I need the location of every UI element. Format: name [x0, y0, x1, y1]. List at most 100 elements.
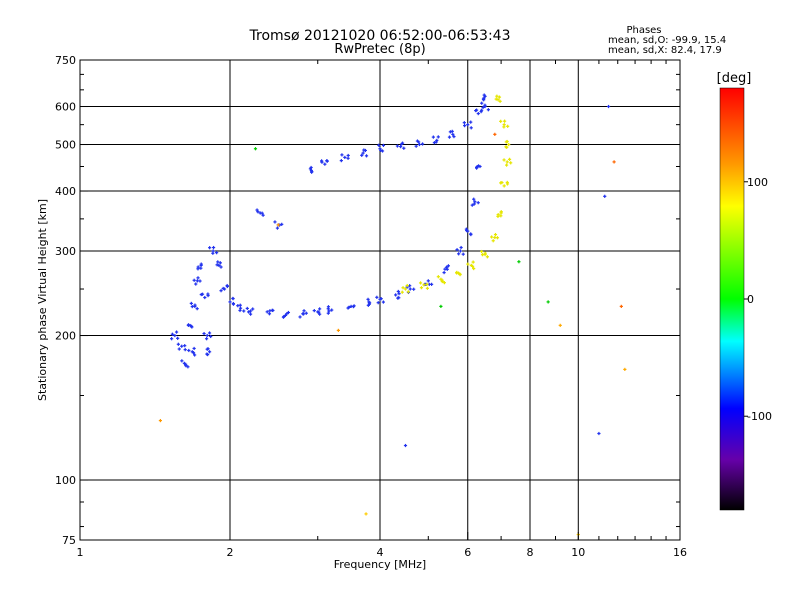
data-point-s0-33-c2 [483, 103, 487, 107]
data-point-s0-12-c2 [215, 263, 219, 267]
data-point-s0-19-c0 [304, 311, 308, 315]
data-point-s0-9-c0 [207, 331, 212, 335]
data-point-s0-0-c2 [176, 336, 180, 340]
y-tick-label-400: 400 [55, 185, 76, 198]
data-point-s0-47-c3 [481, 97, 486, 101]
data-point-s0-29-c2 [457, 252, 461, 256]
data-point-s0-8-c2 [206, 292, 210, 296]
data-point-s0-4-c3 [193, 353, 197, 357]
data-point-s0-42 [417, 142, 422, 147]
colorbar-tick-label-100: 100 [747, 176, 768, 189]
data-point-s0-39-c2 [363, 148, 368, 153]
data-point-s0-17 [267, 312, 272, 316]
data-point-s1-11-c1 [502, 125, 506, 129]
data-point-s0-38-c3 [346, 156, 350, 160]
data-point-s1-5-c1 [483, 251, 487, 255]
data-point-s0-24-c1 [379, 297, 383, 301]
data-point-s0-28-c0 [442, 270, 446, 275]
data-point-s1-9-c0 [507, 157, 512, 161]
scatter-point-1 [253, 147, 258, 151]
data-point-s0-13-c1 [225, 284, 229, 289]
data-point-s0-46 [476, 111, 480, 116]
data-point-s0-18-c0 [286, 310, 291, 315]
data-point-s1-9-c3 [509, 161, 513, 165]
data-point-s0-2-c3 [180, 359, 184, 363]
data-point-s1-12-c3 [498, 99, 502, 103]
data-point-s0-43-c1 [432, 141, 436, 145]
data-point-s1-7-c3 [499, 214, 503, 218]
data-point-s0-27 [426, 279, 430, 283]
data-point-s0-8 [203, 295, 207, 300]
data-point-s0-6-c2 [196, 276, 200, 280]
chart-title: Tromsø 20121020 06:52:00-06:53:43 [249, 28, 511, 44]
data-point-s0-0-c3 [170, 332, 174, 336]
data-point-s0-31-c2 [476, 201, 480, 205]
data-point-s1-9-c2 [504, 163, 509, 167]
data-point-s0-16-c0 [245, 306, 249, 311]
data-point-s0-39-c1 [364, 154, 369, 158]
data-point-s0-44-c3 [452, 134, 456, 139]
data-point-s0-9-c2 [204, 337, 209, 341]
data-point-s1-9-c1 [502, 158, 506, 162]
data-point-s0-16 [249, 309, 253, 313]
colorbar-ticks: 100 0 -100 [744, 176, 772, 423]
data-point-s0-46-c3 [480, 108, 484, 112]
data-point-s0-30-c3 [469, 232, 473, 237]
data-point-s1-10-c2 [504, 140, 508, 144]
data-point-s0-37-c3 [319, 159, 324, 163]
data-point-s0-33-c0 [481, 105, 485, 110]
tick-layer: 1 2 4 6 8 10 16 75 100 200 300 400 500 600 750 [55, 54, 687, 559]
data-point-s1-11-c0 [499, 119, 503, 123]
data-point-s1-6-c2 [493, 232, 498, 237]
data-point-s0-35-c1 [275, 226, 280, 230]
data-point-s0-22-c3 [352, 304, 356, 308]
data-point-s0-40-c3 [377, 143, 381, 147]
data-point-s0-0-c1 [174, 330, 179, 334]
data-point-s0-29-c3 [455, 248, 459, 252]
data-point-s0-6-c1 [194, 282, 198, 286]
data-point-s0-44-c2 [448, 130, 452, 134]
data-point-s0-31-c0 [472, 202, 476, 206]
data-point-s0-8-c3 [200, 292, 205, 296]
data-point-s1-3-c3 [455, 270, 459, 275]
data-point-s0-34-c2 [261, 213, 265, 217]
data-point-s0-44-c1 [447, 135, 452, 139]
data-point-s0-22-c1 [347, 305, 351, 309]
data-point-s1-4-c1 [471, 260, 475, 264]
colorbar-tick-label-0: 0 [747, 293, 754, 306]
data-point-s0-10-c3 [205, 352, 209, 356]
data-point-s0-6-c0 [192, 278, 196, 282]
data-point-s0-5-c3 [189, 301, 193, 306]
data-point-s0-28-c1 [445, 267, 449, 271]
scatter-point-17 [364, 512, 368, 516]
data-point-s0-28-c3 [444, 265, 449, 269]
y-axis-label: Stationary phase Virtual Height [km] [36, 199, 49, 401]
data-point-s0-45-c1 [462, 121, 466, 125]
scatter-point-12 [606, 104, 611, 109]
data-point-s0-2-c1 [186, 365, 190, 369]
data-point-s0-7-c2 [196, 267, 200, 271]
data-point-s0-0 [173, 333, 177, 338]
data-point-s0-9-c3 [209, 334, 213, 339]
data-point-s0-21-c3 [326, 311, 330, 315]
data-point-s0-25-c2 [397, 296, 401, 300]
y-tick-label-300: 300 [55, 245, 76, 258]
data-point-s1-12-c0 [495, 94, 499, 98]
data-point-s0-7-c3 [199, 266, 203, 270]
data-point-s0-40 [378, 147, 382, 151]
data-point-s0-33-c1 [480, 101, 484, 105]
data-point-s0-6-c3 [198, 279, 202, 283]
scatter-point-15 [623, 367, 627, 372]
data-point-s1-9 [505, 160, 509, 164]
data-point-s1-10 [507, 142, 511, 147]
data-point-s1-2-c1 [442, 281, 446, 285]
data-point-s0-14-c2 [231, 301, 235, 306]
data-point-s1-0-c2 [406, 290, 410, 294]
data-point-s1-8-c2 [505, 180, 509, 185]
data-point-s0-28-c2 [446, 264, 451, 268]
y-tick-label-750: 750 [55, 54, 76, 67]
data-point-s0-41-c1 [400, 142, 404, 146]
data-point-s0-14-c3 [231, 296, 235, 301]
data-point-s0-21 [330, 308, 334, 312]
